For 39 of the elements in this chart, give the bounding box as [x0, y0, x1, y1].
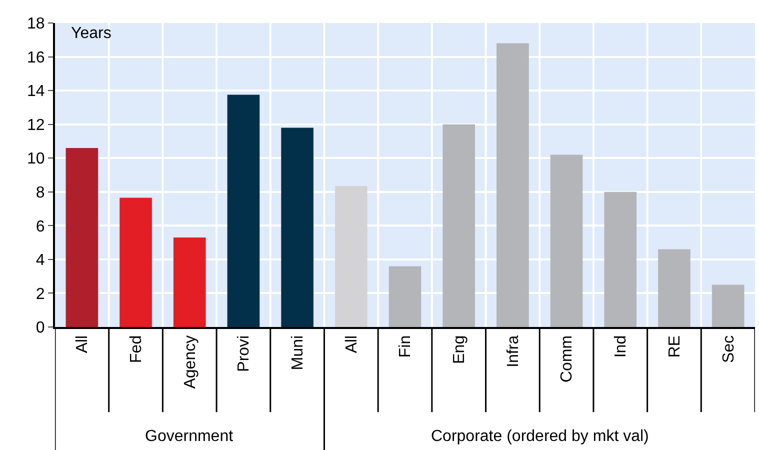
x-tick-label: All: [343, 335, 360, 354]
y-tick-label: 8: [36, 184, 45, 202]
bar: [442, 124, 475, 327]
x-tick-label: RE: [666, 335, 684, 358]
y-tick-label: 14: [27, 83, 45, 100]
y-tick-label: 0: [36, 320, 45, 337]
bar: [550, 154, 583, 327]
x-tick-label: Provi: [236, 335, 253, 372]
x-tick-label: Muni: [290, 335, 307, 370]
text: Government: [145, 428, 234, 445]
bar: [281, 128, 314, 327]
y-tick-label: 12: [27, 116, 45, 134]
x-tick-label: Ind: [612, 335, 630, 358]
y-tick-label: 16: [27, 49, 45, 66]
annotation: Years: [71, 25, 112, 42]
x-tick-label: Comm: [558, 335, 576, 383]
y-tick-label: 6: [36, 218, 45, 236]
x-tick-label: Agency: [182, 335, 199, 389]
bar: [388, 266, 422, 327]
bar: [712, 284, 744, 327]
x-tick-label: Fin: [397, 335, 414, 358]
bar: [658, 249, 690, 327]
x-tick-label: All: [74, 335, 92, 354]
y-tick-label: 4: [36, 252, 45, 270]
bar: [66, 148, 98, 327]
x-tick-label: Infra: [504, 335, 522, 368]
text: Corporate (ordered by mkt val): [431, 428, 649, 445]
bar: [496, 43, 529, 327]
bar: [227, 94, 260, 327]
y-tick-label: 10: [27, 150, 45, 168]
bar: [120, 198, 152, 327]
bar: [335, 186, 368, 327]
x-tick-label: Eng: [451, 335, 468, 364]
y-tick-label: 2: [36, 286, 45, 303]
x-tick-label: Fed: [128, 335, 145, 363]
y-tick-label: 18: [27, 16, 45, 33]
bar: [604, 192, 637, 327]
x-tick-label: Sec: [720, 335, 738, 363]
bar: [173, 237, 206, 327]
